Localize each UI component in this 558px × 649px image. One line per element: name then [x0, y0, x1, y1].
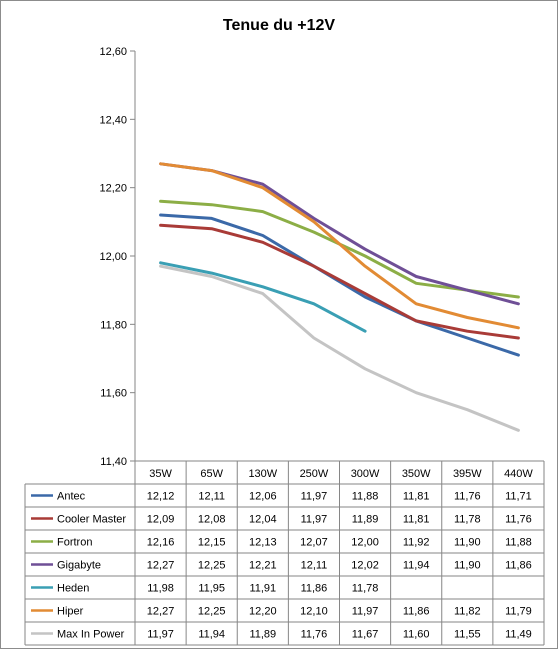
- data-label: 11,88: [505, 537, 532, 549]
- legend-entry: Gigabyte: [57, 560, 101, 572]
- data-label: 11,55: [454, 629, 481, 641]
- data-label: 12,08: [198, 514, 226, 526]
- data-label: 11,49: [505, 629, 532, 641]
- legend-entry: Heden: [57, 583, 89, 595]
- data-label: 11,86: [301, 583, 328, 595]
- data-label: 11,71: [505, 491, 532, 503]
- x-tick-label: 130W: [248, 468, 277, 480]
- data-label: 12,25: [198, 560, 226, 572]
- data-label: 12,04: [249, 514, 277, 526]
- data-label: 12,10: [300, 606, 328, 618]
- data-label: 11,98: [147, 583, 174, 595]
- data-label: 11,86: [403, 606, 430, 618]
- y-tick-label: 11,80: [100, 319, 127, 331]
- data-label: 11,81: [403, 514, 430, 526]
- y-tick-label: 12,40: [99, 114, 127, 126]
- data-label: 12,11: [198, 491, 225, 503]
- data-label: 11,95: [198, 583, 225, 595]
- series-line: [159, 223, 520, 340]
- x-tick-label: 250W: [300, 468, 329, 480]
- data-label: 11,89: [249, 629, 276, 641]
- chart-title: Tenue du +12V: [223, 17, 336, 34]
- data-label: 11,78: [454, 514, 481, 526]
- data-label: 11,94: [403, 560, 430, 572]
- data-label: 11,81: [403, 491, 430, 503]
- data-label: 11,76: [301, 629, 328, 641]
- data-table: 35W 65W 130W 250W 300W 350W 395W 440W Antec 12,12…: [24, 460, 545, 646]
- legend-entry: Max In Power: [57, 629, 125, 641]
- data-label: 11,79: [505, 606, 532, 618]
- data-label: 11,88: [352, 491, 379, 503]
- axes: 12,60 12,40 12,20 12,00 11,80 11,60 11,40: [99, 46, 136, 468]
- data-label: 11,60: [403, 629, 430, 641]
- data-label: 11,97: [352, 606, 379, 618]
- y-tick-label: 12,20: [99, 183, 127, 195]
- data-label: 11,97: [301, 491, 328, 503]
- data-label: 12,07: [300, 537, 328, 549]
- data-label: 11,97: [147, 629, 174, 641]
- series-line: [159, 162, 520, 330]
- data-label: 12,16: [147, 537, 175, 549]
- data-label: 12,20: [249, 606, 277, 618]
- data-label: 11,89: [352, 514, 379, 526]
- data-label: 11,90: [454, 537, 481, 549]
- data-label: 11,94: [198, 629, 225, 641]
- x-tick-label: 300W: [351, 468, 380, 480]
- data-label: 12,02: [351, 560, 379, 572]
- data-label: 11,78: [352, 583, 379, 595]
- series-line: [159, 213, 520, 357]
- data-label: 12,13: [249, 537, 277, 549]
- y-tick-label: 11,60: [100, 388, 127, 400]
- data-label: 11,91: [249, 583, 276, 595]
- x-tick-label: 395W: [453, 468, 482, 480]
- data-label: 12,12: [147, 491, 175, 503]
- data-label: 12,06: [249, 491, 277, 503]
- data-label: 11,86: [505, 560, 532, 572]
- x-tick-label: 440W: [504, 468, 533, 480]
- data-label: 12,27: [147, 560, 175, 572]
- data-label: 12,09: [147, 514, 175, 526]
- series-lines: [159, 162, 520, 432]
- data-label: 11,76: [454, 491, 481, 503]
- y-tick-label: 12,60: [99, 46, 127, 58]
- legend-entry: Cooler Master: [57, 514, 126, 526]
- x-tick-label: 65W: [200, 468, 223, 480]
- x-tick-label: 35W: [149, 468, 172, 480]
- legend-entry: Hiper: [57, 606, 84, 618]
- data-label: 12,21: [249, 560, 277, 572]
- data-label: 12,27: [147, 606, 175, 618]
- x-tick-label: 350W: [402, 468, 431, 480]
- data-label: 12,11: [301, 560, 328, 572]
- series-line: [159, 261, 367, 333]
- data-label: 11,67: [352, 629, 379, 641]
- data-label: 12,15: [198, 537, 226, 549]
- data-label: 11,76: [505, 514, 532, 526]
- data-label: 11,92: [403, 537, 430, 549]
- data-label: 12,25: [198, 606, 226, 618]
- data-label: 11,90: [454, 560, 481, 572]
- series-line: [159, 264, 520, 432]
- data-label: 11,97: [301, 514, 328, 526]
- data-label: 12,00: [351, 537, 379, 549]
- legend-entry: Fortron: [57, 537, 92, 549]
- legend-entry: Antec: [57, 491, 86, 503]
- data-label: 11,82: [454, 606, 481, 618]
- y-tick-label: 12,00: [99, 251, 127, 263]
- y-tick-label: 11,40: [100, 456, 127, 468]
